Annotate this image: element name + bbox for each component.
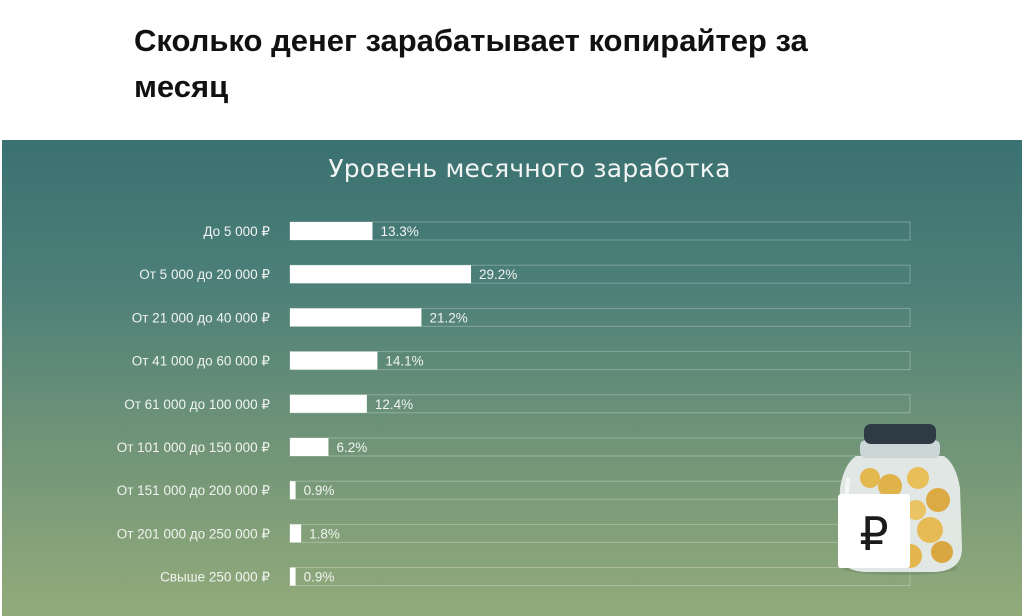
bar-3 — [290, 308, 422, 327]
bar-1 — [290, 222, 373, 240]
bar-4 — [290, 351, 378, 370]
bar-5 — [290, 394, 367, 413]
chart-title: Уровень месячного заработка — [328, 154, 731, 183]
bar-track — [289, 567, 911, 587]
value-label: 0.9% — [304, 570, 335, 585]
bar-track — [289, 351, 911, 371]
category-label: До 5 000 ₽ — [203, 224, 270, 239]
bar-6 — [290, 438, 329, 456]
category-label: От 5 000 до 20 000 ₽ — [139, 267, 270, 282]
category-label: От 21 000 до 40 000 ₽ — [132, 310, 271, 325]
bar-chart: До 5 000 ₽ 13.3% От 5 000 до 20 000 ₽ 29.2%… — [117, 221, 911, 587]
article-heading: Сколько денег зарабатывает копирайтер за… — [134, 23, 808, 104]
bar-track — [289, 480, 911, 500]
category-label: Свыше 250 000 ₽ — [160, 570, 270, 585]
category-label: От 151 000 до 200 000 ₽ — [117, 483, 271, 498]
bar-8 — [290, 524, 302, 543]
chart-panel: Уровень месячного заработка До 5 000 ₽ 13… — [2, 140, 1022, 616]
value-label: 1.8% — [309, 526, 340, 541]
category-label: От 41 000 до 60 000 ₽ — [132, 354, 271, 369]
bar-7 — [290, 481, 296, 500]
value-label: 13.3% — [380, 224, 418, 239]
value-label: 12.4% — [375, 397, 413, 412]
value-label: 0.9% — [304, 483, 335, 498]
bar-track — [289, 523, 911, 543]
value-label: 29.2% — [479, 267, 517, 282]
category-label: От 101 000 до 150 000 ₽ — [117, 440, 271, 455]
bar-track — [289, 437, 911, 457]
value-label: 6.2% — [336, 440, 367, 455]
money-jar-icon: ₽ — [830, 418, 970, 583]
value-label: 21.2% — [429, 310, 467, 325]
jar-ruble-label: ₽ — [859, 507, 888, 561]
category-label: От 61 000 до 100 000 ₽ — [124, 397, 270, 412]
bar-2 — [290, 265, 472, 284]
bar-9 — [290, 567, 296, 586]
value-label: 14.1% — [385, 354, 423, 369]
category-label: От 201 000 до 250 000 ₽ — [117, 526, 271, 541]
